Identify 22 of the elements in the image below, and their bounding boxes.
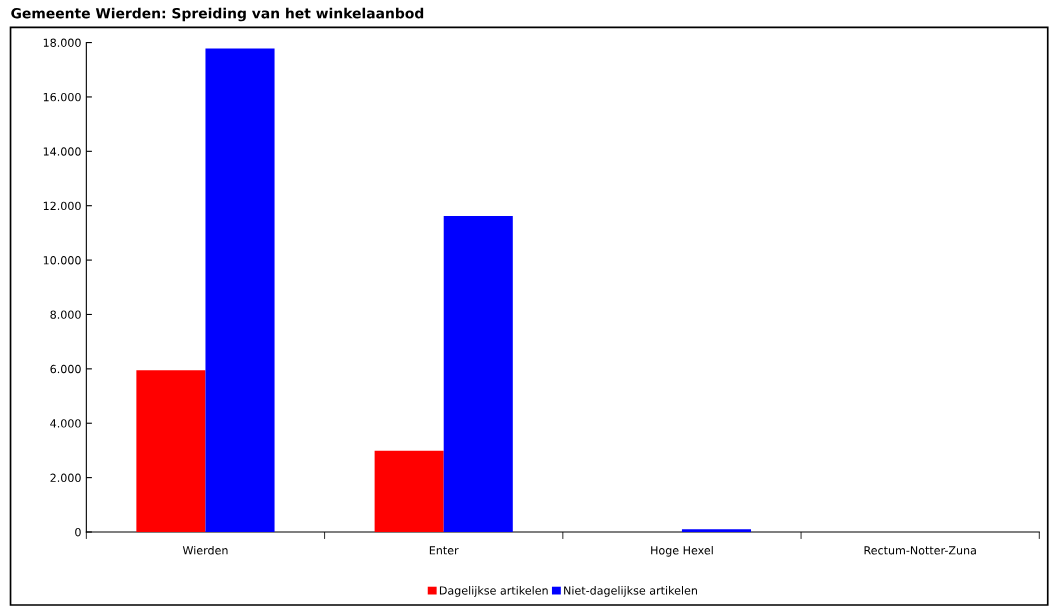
x-tick-label: Rectum-Notter-Zuna bbox=[864, 546, 976, 555]
y-tick-label: 8.000 bbox=[50, 310, 81, 319]
y-tick-label: 10.000 bbox=[43, 256, 81, 265]
y-tick-label: 4.000 bbox=[50, 419, 81, 428]
x-tick-label: Hoge Hexel bbox=[651, 545, 713, 557]
y-tick-label: 14.000 bbox=[43, 147, 81, 156]
x-tick-label: Enter bbox=[429, 546, 459, 555]
y-tick-label: 2.000 bbox=[50, 473, 81, 482]
chart-title: Gemeente Wierden: Spreiding van het winkelaanbod bbox=[11, 7, 424, 22]
y-tick-label: 12.000 bbox=[43, 201, 81, 211]
bar bbox=[443, 216, 513, 532]
y-tick-label: 18.000 bbox=[43, 38, 81, 47]
bar bbox=[374, 450, 444, 532]
legend-label: Dagelijkse artikelen bbox=[439, 586, 548, 597]
x-tick-label: Wierden bbox=[182, 545, 228, 555]
bar bbox=[205, 48, 275, 532]
y-tick-label: 16.000 bbox=[43, 92, 81, 102]
legend-label: Niet-dagelijkse artikelen bbox=[564, 586, 697, 597]
bar bbox=[681, 529, 752, 532]
y-tick-label: 6.000 bbox=[50, 364, 81, 374]
bar bbox=[136, 370, 206, 532]
y-tick-label: 0 bbox=[75, 527, 81, 537]
